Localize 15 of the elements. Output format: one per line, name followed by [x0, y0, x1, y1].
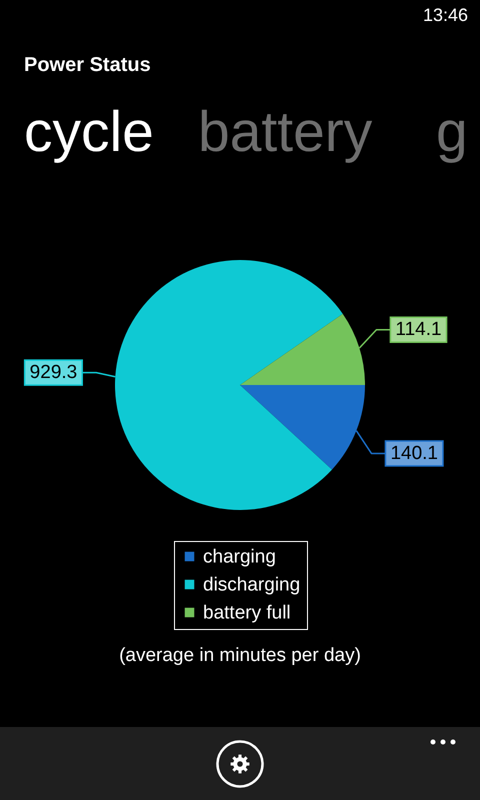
- text: g: [436, 99, 468, 166]
- data-label: 140.1: [390, 442, 438, 464]
- text: (average in minutes per day): [118, 645, 362, 667]
- legend-label: battery full: [203, 602, 291, 624]
- data-label: 114.1: [395, 319, 442, 340]
- text: battery: [198, 99, 372, 166]
- pie-slice: [240, 314, 365, 385]
- chart-title: Power Status: [24, 54, 151, 77]
- pie-slice: [115, 260, 343, 510]
- legend-label: charging: [203, 546, 276, 568]
- legend-label: discharging: [203, 574, 300, 596]
- pie-slice: [240, 385, 365, 470]
- text: 13:46: [422, 5, 468, 26]
- text: cycle: [24, 99, 154, 166]
- data-label: 929.3: [30, 362, 78, 384]
